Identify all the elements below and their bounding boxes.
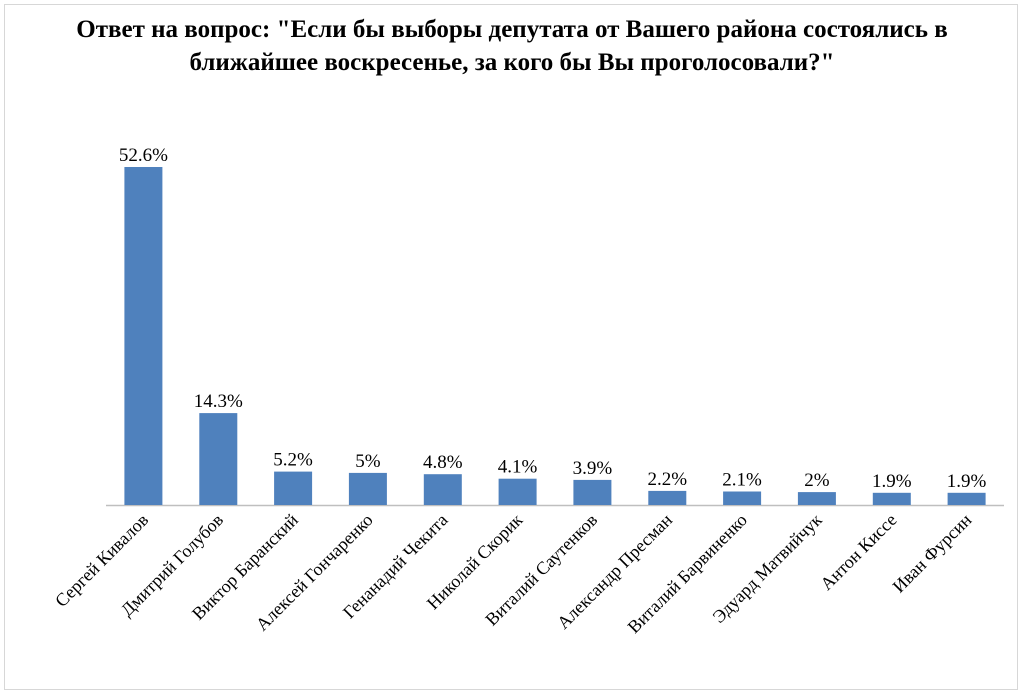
bar-value-label: 4.1% (498, 457, 538, 478)
bar (797, 492, 836, 505)
bar-value-label: 5% (355, 451, 381, 472)
category-label: Иван Фурсин (889, 509, 976, 596)
bar (274, 471, 313, 505)
bar-value-label: 5.2% (273, 450, 313, 471)
bar-value-label: 1.9% (947, 471, 987, 492)
bar-value-label: 4.8% (423, 452, 463, 473)
chart-frame (4, 4, 1018, 690)
bar (872, 492, 911, 505)
bar (199, 413, 238, 505)
category-label: Антон Киссе (816, 510, 900, 594)
bar-value-label: 14.3% (194, 391, 243, 412)
bar (423, 474, 462, 505)
bar-value-label: 2% (804, 470, 830, 491)
bar (573, 479, 612, 505)
chart-title: Ответ на вопрос: "Если бы выборы депутат… (76, 16, 948, 76)
bar (348, 472, 387, 505)
bar (947, 492, 986, 505)
bar (124, 167, 163, 505)
bar-value-label: 1.9% (872, 471, 912, 492)
bar-value-label: 3.9% (573, 458, 613, 479)
bar (648, 490, 687, 505)
bar-value-label: 52.6% (119, 145, 168, 166)
data-labels-group: 52.6% 14.3% 5.2% 5% 4.8% 4.1% 3.9% 2.2% 2.1% 2% 1.… (119, 145, 987, 492)
bars-group (124, 167, 986, 505)
bar-value-label: 2.2% (648, 469, 688, 490)
bar (498, 478, 537, 505)
bar-value-label: 2.1% (722, 470, 762, 491)
bar (723, 491, 762, 505)
